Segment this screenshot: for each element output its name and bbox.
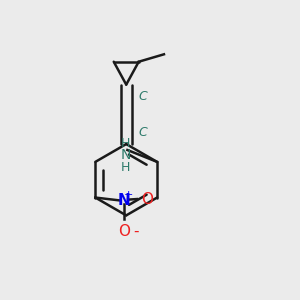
Text: N: N [121,148,131,162]
Text: +: + [124,190,134,200]
Text: N: N [118,193,131,208]
Text: H: H [121,137,130,150]
Text: H: H [121,161,130,174]
Text: C: C [138,90,147,103]
Text: -: - [134,224,139,239]
Text: O: O [141,191,153,206]
Text: C: C [138,126,147,139]
Text: O: O [118,224,130,239]
